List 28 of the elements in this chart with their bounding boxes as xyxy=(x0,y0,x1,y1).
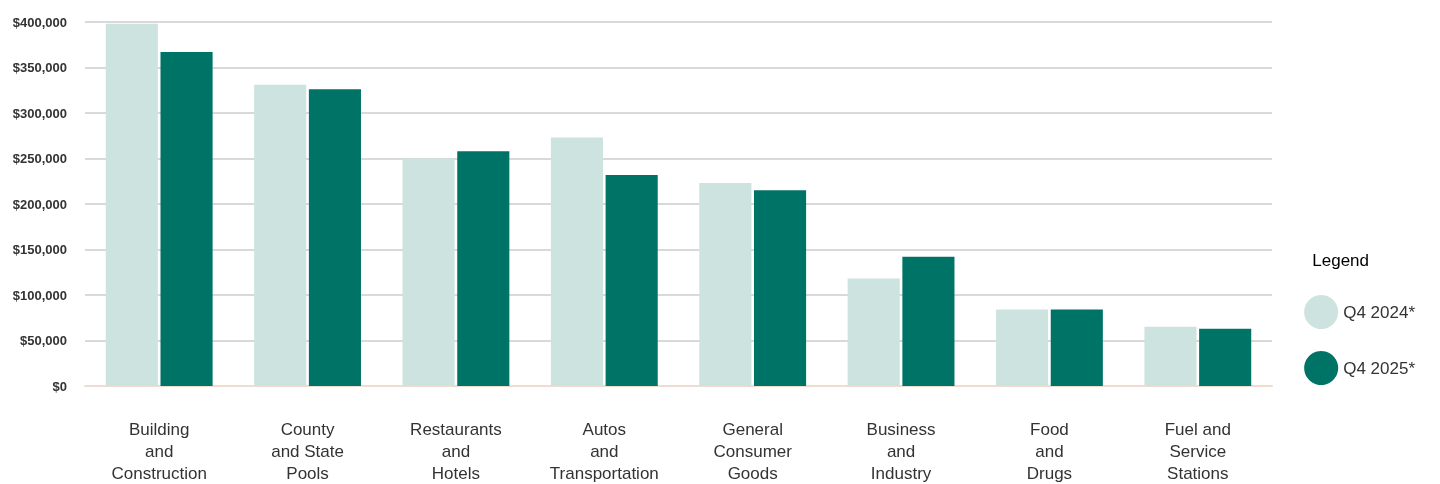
y-tick-label: $50,000 xyxy=(20,333,67,348)
bar xyxy=(902,256,955,386)
x-tick-label: Building and Construction xyxy=(111,419,207,483)
x-tick-label: Food and Drugs xyxy=(1026,419,1073,483)
bar xyxy=(1199,328,1252,386)
y-tick-label: $300,000 xyxy=(12,105,67,121)
bar xyxy=(160,52,213,386)
bar xyxy=(605,174,658,386)
legend-label: Q4 2025* xyxy=(1343,358,1416,378)
bar xyxy=(457,151,510,386)
y-tick-label: $250,000 xyxy=(12,151,67,166)
x-tick-label: Fuel and Service Stations xyxy=(1164,419,1231,483)
y-tick-label: $200,000 xyxy=(12,196,67,212)
x-tick-label: County and State Pools xyxy=(271,419,344,483)
y-tick-label: $100,000 xyxy=(12,287,67,303)
x-tick-label: Autos and Transportation xyxy=(549,419,659,483)
y-tick-label: $350,000 xyxy=(12,60,67,75)
x-tick-label: Restaurants and Hotels xyxy=(410,419,502,483)
legend-label: Q4 2024* xyxy=(1343,302,1416,322)
y-tick-label: $150,000 xyxy=(12,242,67,257)
x-tick-label: Business and Industry xyxy=(866,419,936,483)
x-tick-label: General Consumer Goods xyxy=(713,419,793,483)
legend-title: Legend xyxy=(1312,251,1370,270)
bar xyxy=(1050,309,1103,386)
bar xyxy=(753,190,807,386)
y-tick-label: $400,000 xyxy=(12,14,67,30)
y-tick-label: $0 xyxy=(52,378,67,394)
bar xyxy=(308,89,361,386)
